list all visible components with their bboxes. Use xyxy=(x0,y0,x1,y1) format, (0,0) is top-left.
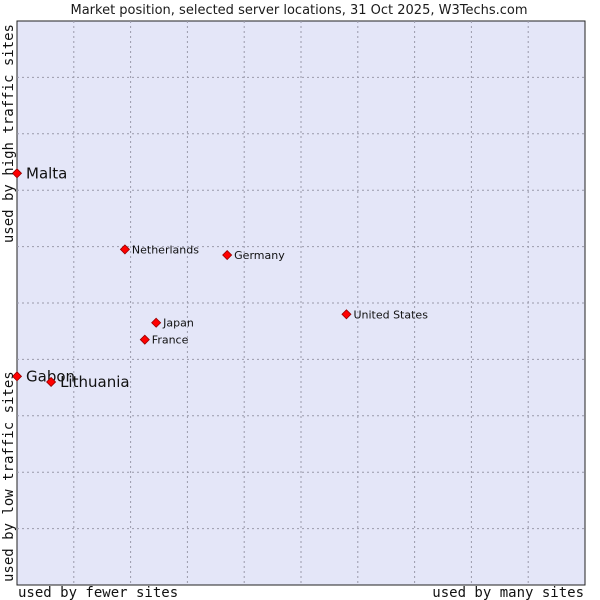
point-label: Germany xyxy=(234,249,285,262)
point-label: Malta xyxy=(26,164,67,182)
point-marker xyxy=(139,334,150,345)
data-point: Malta xyxy=(11,164,67,182)
point-marker xyxy=(151,317,162,328)
point-label: Gabon xyxy=(26,367,75,385)
data-point: Gabon xyxy=(11,367,75,385)
point-label: France xyxy=(152,334,189,347)
data-point: Lithuania xyxy=(46,373,130,391)
point-label: United States xyxy=(353,308,428,321)
data-point: Netherlands xyxy=(119,243,199,256)
point-label: Japan xyxy=(162,317,194,330)
point-label: Netherlands xyxy=(132,243,199,256)
point-marker xyxy=(11,168,23,179)
data-point: France xyxy=(139,334,189,347)
point-marker xyxy=(119,244,130,255)
y-axis-label-top: used by high traffic sites xyxy=(1,24,17,243)
y-axis-label-bottom: used by low traffic sites xyxy=(1,371,17,582)
point-label: Lithuania xyxy=(60,373,129,391)
data-point: United States xyxy=(341,308,428,321)
data-point: Germany xyxy=(222,249,285,262)
grid-lines xyxy=(17,21,585,585)
point-marker xyxy=(11,371,23,382)
x-axis-label-left: used by fewer sites xyxy=(18,585,178,600)
x-axis-label-right: used by many sites xyxy=(432,585,584,600)
data-point: Japan xyxy=(151,317,194,330)
chart-title: Market position, selected server locatio… xyxy=(70,3,527,18)
point-marker xyxy=(46,376,57,388)
point-marker xyxy=(341,309,352,320)
point-marker xyxy=(222,249,233,261)
